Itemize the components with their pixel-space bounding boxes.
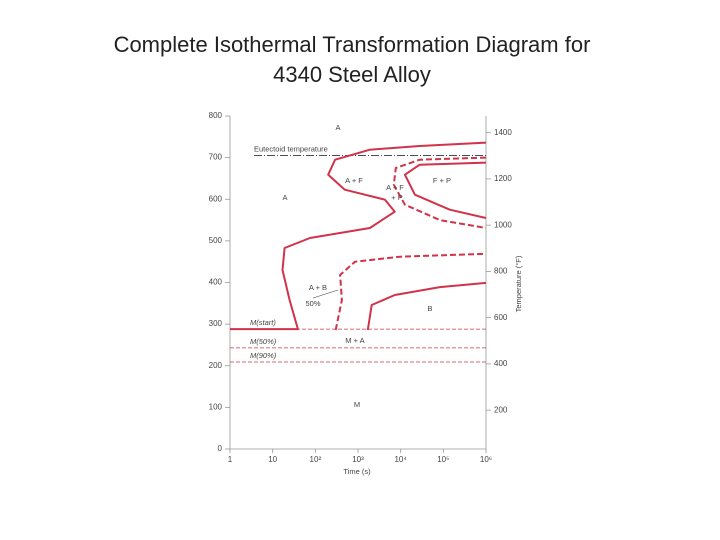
- y2-tick-label: 1200: [494, 174, 512, 183]
- title-line: Complete Isothermal Transformation Diagr…: [114, 32, 591, 57]
- transformation-curve: [366, 281, 487, 331]
- x-tick-label: 10²: [310, 455, 322, 464]
- y2-axis-label: Temperature (°F): [514, 255, 523, 312]
- y-tick-label: 700: [209, 153, 223, 162]
- y-tick-label: 800: [209, 111, 223, 120]
- y2-tick-label: 1400: [494, 128, 512, 137]
- y-tick-label: 300: [209, 319, 223, 328]
- region-label: A + B: [309, 283, 327, 292]
- region-label: F + P: [433, 176, 451, 185]
- reference-label: M(90%): [250, 351, 277, 360]
- region-label: M: [354, 400, 360, 409]
- pointer: [312, 289, 339, 299]
- x-tick-label: 10⁶: [480, 455, 492, 464]
- y2-tick-label: 800: [494, 267, 508, 276]
- y-tick-label: 400: [209, 278, 223, 287]
- region-label: B: [427, 304, 432, 313]
- y-tick-label: 100: [209, 402, 223, 411]
- x-tick-label: 10³: [352, 455, 364, 464]
- y2-tick-label: 600: [494, 313, 508, 322]
- title-line: 4340 Steel Alloy: [273, 62, 431, 87]
- x-tick-label: 10⁴: [394, 455, 407, 464]
- y2-tick-label: 200: [494, 405, 508, 414]
- transformation-curve: [230, 141, 487, 331]
- transformation-curve: [403, 161, 487, 219]
- x-tick-label: 1: [228, 455, 233, 464]
- y-tick-label: 600: [209, 194, 223, 203]
- region-label: A: [282, 193, 287, 202]
- reference-label: M(start): [250, 318, 276, 327]
- region-label: A + F: [386, 183, 404, 192]
- region-label: 50%: [305, 299, 320, 308]
- x-tick-label: 10⁵: [437, 455, 449, 464]
- y-tick-label: 200: [209, 361, 223, 370]
- y2-tick-label: 1000: [494, 220, 512, 229]
- region-label: A: [335, 123, 340, 132]
- region-label: M + A: [345, 336, 364, 345]
- region-label: A + F: [345, 176, 363, 185]
- y-tick-label: 0: [218, 444, 223, 453]
- transformation-curve: [334, 252, 487, 331]
- reference-label: M(50%): [250, 337, 277, 346]
- transformation-curve: [392, 156, 487, 229]
- y2-tick-label: 400: [494, 359, 508, 368]
- x-axis-label: Time (s): [343, 467, 371, 476]
- region-label: + P: [391, 193, 402, 202]
- x-tick-label: 10: [268, 455, 277, 464]
- y-tick-label: 500: [209, 236, 223, 245]
- reference-label: Eutectoid temperature: [254, 145, 328, 154]
